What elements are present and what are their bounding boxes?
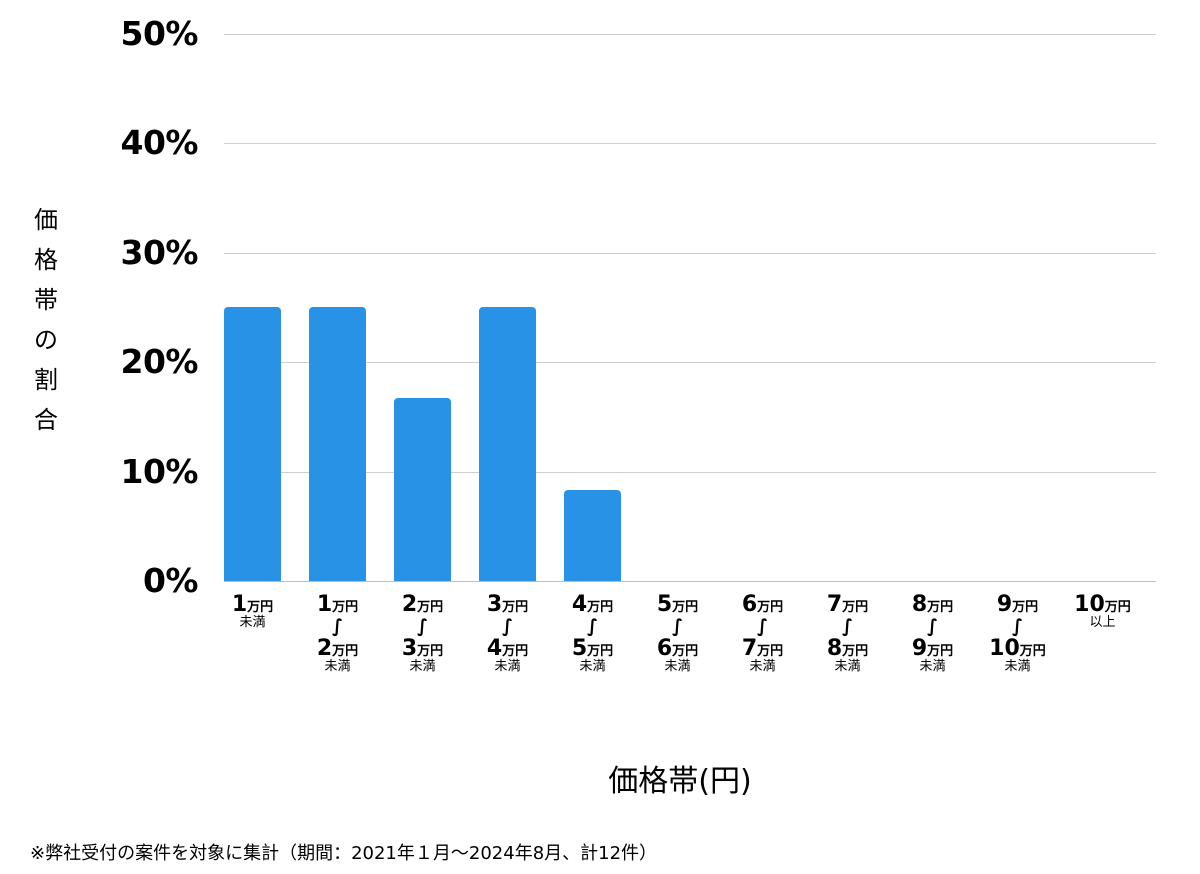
y-tick-label: 40% [120, 123, 199, 162]
x-tick-label: 7万円 ∫ 8万円 未満 [805, 594, 890, 676]
range-tilde-icon: ∫ [587, 616, 598, 637]
x-axis-line [224, 581, 1156, 582]
gridline [224, 472, 1156, 473]
x-tick-label: 6万円 ∫ 7万円 未満 [720, 594, 805, 676]
range-tilde-icon: ∫ [1012, 616, 1023, 637]
x-tick-label: 9万円 ∫ 10万円 未満 [975, 594, 1060, 676]
x-tick-label: 8万円 ∫ 9万円 未満 [890, 594, 975, 676]
gridline [224, 362, 1156, 363]
y-tick-label: 30% [120, 232, 199, 272]
x-tick-label: 1万円 未満 [231, 592, 274, 630]
x-tick-label: 3万円 ∫ 4万円 未満 [465, 594, 550, 676]
y-tick-label: 50% [120, 13, 199, 53]
x-tick-label: 4万円 ∫ 5万円 未満 [550, 594, 635, 676]
range-tilde-icon: ∫ [417, 616, 428, 637]
footnote: ※弊社受付の案件を対象に集計（期間：2021年１月〜2024年8月、計12件） [30, 843, 658, 864]
y-tick-label: 20% [120, 342, 199, 381]
x-tick-label: 1万円 ∫ 2万円 未満 [295, 594, 380, 676]
bar [564, 490, 621, 581]
gridline [224, 34, 1156, 35]
range-tilde-icon: ∫ [672, 616, 683, 637]
x-tick-label: 5万円 ∫ 6万円 未満 [635, 594, 720, 676]
y-tick-label: 0% [142, 561, 199, 600]
y-tick-label: 10% [120, 451, 199, 491]
range-tilde-icon: ∫ [757, 616, 768, 637]
range-tilde-icon: ∫ [842, 616, 853, 637]
bar [224, 307, 281, 581]
bar [394, 398, 451, 581]
range-tilde-icon: ∫ [927, 616, 938, 637]
gridline [224, 253, 1156, 254]
bar [479, 307, 536, 581]
range-tilde-icon: ∫ [332, 616, 343, 637]
x-tick-label: 10万円 以上 [1074, 592, 1131, 630]
x-tick-label: 2万円 ∫ 3万円 未満 [380, 594, 465, 676]
range-tilde-icon: ∫ [502, 616, 513, 637]
bar [309, 307, 366, 581]
y-axis-title: 価格帯の割合 [34, 206, 58, 434]
x-axis-title: 価格帯(円) [608, 764, 752, 799]
gridline [224, 143, 1156, 144]
